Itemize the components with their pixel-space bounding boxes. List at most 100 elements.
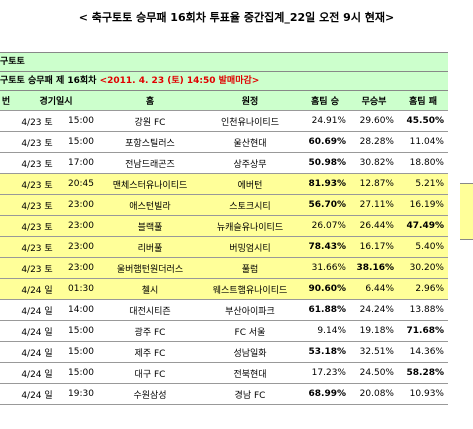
column-header: 경기일시 (12, 91, 100, 111)
row-number (0, 362, 12, 384)
match-time: 19:30 (62, 383, 100, 405)
match-time: 23:00 (62, 194, 100, 216)
match-time: 15:00 (62, 320, 100, 342)
vote-rate: 29.60% (350, 110, 398, 132)
vote-rate: 38.16% (350, 257, 398, 279)
match-time: 15:00 (62, 362, 100, 384)
away-team: 인천유나이티드 (200, 110, 300, 132)
match-date: 4/24 일 (12, 299, 62, 321)
header-row: 번 경기일시 홈 원정 홈팀 승 무승부 홈팀 패 (0, 91, 448, 111)
vote-rate: 18.80% (398, 152, 448, 174)
away-team: FC 서울 (200, 320, 300, 342)
vote-rate: 14.36% (398, 341, 448, 363)
away-team: 버밍엄시티 (200, 236, 300, 258)
away-team: 풀럼 (200, 257, 300, 279)
vote-rate: 71.68% (398, 320, 448, 342)
match-time: 15:00 (62, 131, 100, 153)
vote-rate: 20.08% (350, 383, 398, 405)
match-time: 17:00 (62, 152, 100, 174)
column-header: 홈팀 패 (398, 91, 448, 111)
away-team: 에버턴 (200, 173, 300, 195)
row-number (0, 131, 12, 153)
match-row: 4/23 토 23:00 애스턴빌라 스토크시티 56.70% 27.11% 16.19% (0, 194, 448, 216)
vote-rate: 24.24% (350, 299, 398, 321)
row-number (0, 320, 12, 342)
match-row: 4/24 일 15:00 광주 FC FC 서울 9.14% 19.18% 71.68% (0, 320, 448, 342)
title: < 축구토토 승무패 16회차 투표율 중간집계_22일 오전 9시 현재> (78, 11, 395, 24)
match-date: 4/24 일 (12, 341, 62, 363)
vote-rate: 5.21% (398, 173, 448, 195)
subtitle: 구토토 승무패 제 16회차 (0, 76, 97, 86)
match-row: 4/24 일 15:00 제주 FC 성남일화 53.18% 32.51% 14.36% (0, 341, 448, 363)
vote-rate: 16.17% (350, 236, 398, 258)
vote-rate: 53.18% (300, 341, 350, 363)
match-row: 4/23 토 17:00 전남드래곤즈 상주상무 50.98% 30.82% 18.80% (0, 152, 448, 174)
away-team: 뉴캐슬유나이티드 (200, 215, 300, 237)
match-time: 15:00 (62, 341, 100, 363)
vote-rate: 68.99% (300, 383, 350, 405)
column-header: 홈팀 승 (300, 91, 350, 111)
column-header: 무승부 (350, 91, 398, 111)
match-date: 4/24 일 (12, 362, 62, 384)
vote-rate: 61.88% (300, 299, 350, 321)
vote-rate: 19.18% (350, 320, 398, 342)
match-row: 4/23 토 20:45 맨체스터유나이티드 에버턴 81.93% 12.87% 5.21% (0, 173, 448, 195)
vote-rate: 5.40% (398, 236, 448, 258)
vote-rate: 13.88% (398, 299, 448, 321)
match-date: 4/23 토 (12, 257, 62, 279)
match-row: 4/24 일 15:00 대구 FC 전북현대 17.23% 24.50% 58.28% (0, 362, 448, 384)
home-team: 전남드래곤즈 (100, 152, 200, 174)
row-number (0, 215, 12, 237)
match-row: 4/24 일 01:30 첼시 웨스트햄유나이티드 90.60% 6.44% 2.96% (0, 278, 448, 300)
match-date: 4/23 토 (12, 110, 62, 132)
home-team: 수원삼성 (100, 383, 200, 405)
home-team: 울버햄턴원더러스 (100, 257, 200, 279)
vote-rate: 90.60% (300, 278, 350, 300)
vote-rate: 32.51% (350, 341, 398, 363)
match-time: 01:30 (62, 278, 100, 300)
match-date: 4/24 일 (12, 320, 62, 342)
vote-rate: 30.82% (350, 152, 398, 174)
match-time: 23:00 (62, 215, 100, 237)
row-number (0, 278, 12, 300)
column-header: 번 (0, 91, 12, 111)
match-date: 4/23 토 (12, 215, 62, 237)
vote-table: 번 경기일시 홈 원정 홈팀 승 무승부 홈팀 패 4/23 토 15:00 강원 FC 인천유나… (0, 91, 448, 405)
vote-rate: 45.50% (398, 110, 448, 132)
away-team: 부산아이파크 (200, 299, 300, 321)
match-row: 4/23 토 15:00 강원 FC 인천유나이티드 24.91% 29.60% 45.50… (0, 110, 448, 132)
deadline: <2011. 4. 23 (토) 14:50 발매마감> (99, 76, 260, 86)
row-number (0, 383, 12, 405)
vote-rate: 10.93% (398, 383, 448, 405)
match-time: 14:00 (62, 299, 100, 321)
row-number (0, 236, 12, 258)
match-date: 4/23 토 (12, 152, 62, 174)
vote-rate: 16.19% (398, 194, 448, 216)
home-team: 제주 FC (100, 341, 200, 363)
away-team: 울산현대 (200, 131, 300, 153)
match-row: 4/23 토 23:00 블랙풀 뉴캐슬유나이티드 26.07% 26.44% 47.49% (0, 215, 448, 237)
row-number (0, 341, 12, 363)
match-time: 23:00 (62, 236, 100, 258)
vote-rate: 24.91% (300, 110, 350, 132)
away-team: 전북현대 (200, 362, 300, 384)
vote-rate: 12.87% (350, 173, 398, 195)
row-number (0, 152, 12, 174)
row-number (0, 194, 12, 216)
match-row: 4/23 토 23:00 울버햄턴원더러스 풀럼 31.66% 38.16% 30.20% (0, 257, 448, 279)
vote-rate: 6.44% (350, 278, 398, 300)
match-row: 4/23 토 15:00 포항스틸러스 울산현대 60.69% 28.28% 11.04% (0, 131, 448, 153)
home-team: 블랙풀 (100, 215, 200, 237)
vote-rate: 27.11% (350, 194, 398, 216)
match-date: 4/23 토 (12, 131, 62, 153)
vote-rate: 17.23% (300, 362, 350, 384)
vote-rate: 31.66% (300, 257, 350, 279)
vote-rate: 28.28% (350, 131, 398, 153)
match-row: 4/23 토 23:00 리버풀 버밍엄시티 78.43% 16.17% 5.40% (0, 236, 448, 258)
home-team: 대구 FC (100, 362, 200, 384)
away-team: 상주상무 (200, 152, 300, 174)
match-time: 20:45 (62, 173, 100, 195)
column-header: 원정 (200, 91, 300, 111)
match-date: 4/23 토 (12, 194, 62, 216)
